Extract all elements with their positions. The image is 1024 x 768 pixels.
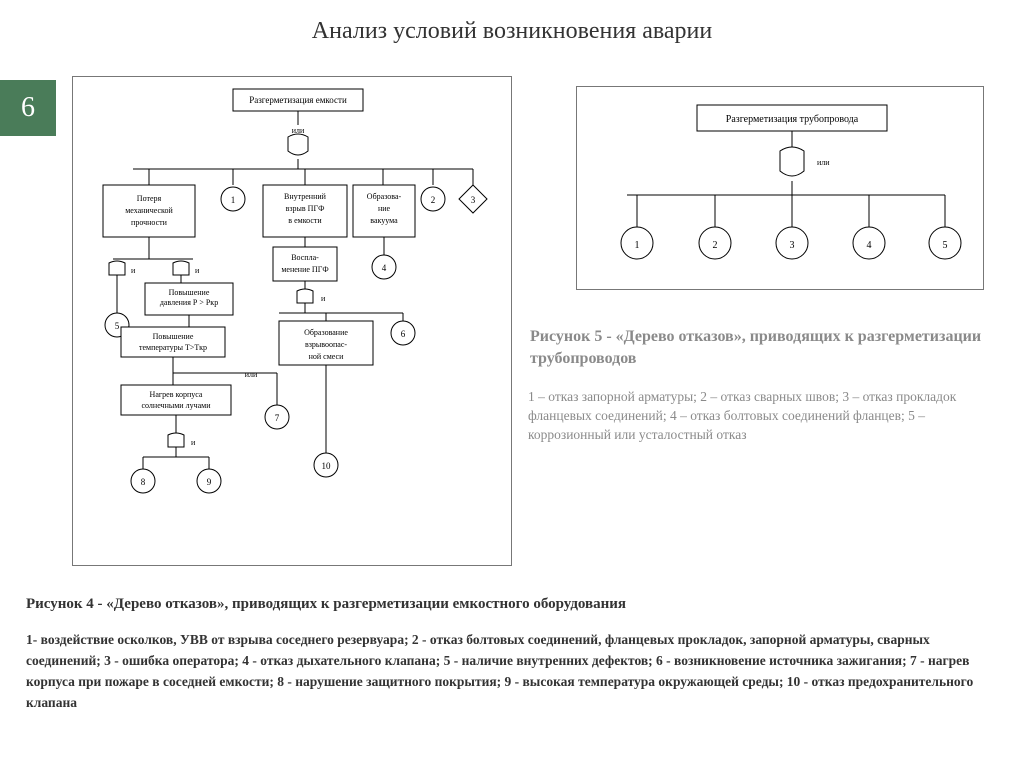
svg-text:менение ПГФ: менение ПГФ xyxy=(281,265,328,274)
svg-text:9: 9 xyxy=(207,477,212,487)
svg-text:вакуума: вакуума xyxy=(370,216,398,225)
svg-text:4: 4 xyxy=(867,240,872,251)
svg-text:Разгерметизация трубопровода: Разгерметизация трубопровода xyxy=(726,114,859,125)
svg-text:прочности: прочности xyxy=(131,218,168,227)
svg-text:ной смеси: ной смеси xyxy=(309,352,344,361)
svg-text:Повышение: Повышение xyxy=(153,332,194,341)
svg-text:Воспла-: Воспла- xyxy=(291,253,319,262)
figure5-panel: Разгерметизация трубопровода или 1 2 3 4… xyxy=(576,86,984,290)
svg-text:1: 1 xyxy=(635,240,640,251)
svg-text:Нагрев корпуса: Нагрев корпуса xyxy=(150,390,203,399)
svg-text:ние: ние xyxy=(378,204,391,213)
figure4-caption: Рисунок 4 - «Дерево отказов», приводящих… xyxy=(26,596,986,613)
svg-text:и: и xyxy=(131,266,136,275)
svg-text:5: 5 xyxy=(115,321,120,331)
svg-text:и: и xyxy=(195,266,200,275)
svg-text:Образование: Образование xyxy=(304,328,348,337)
svg-text:Разгерметизация емкости: Разгерметизация емкости xyxy=(249,95,347,105)
svg-text:6: 6 xyxy=(401,329,406,339)
svg-text:2: 2 xyxy=(431,195,436,205)
figure4-svg: Разгерметизация емкости или Потеря механ… xyxy=(73,77,513,567)
svg-text:3: 3 xyxy=(471,195,476,205)
svg-text:механической: механической xyxy=(125,206,173,215)
figure5-legend: 1 – отказ запорной арматуры; 2 – отказ с… xyxy=(528,388,998,445)
svg-text:взрывоопас-: взрывоопас- xyxy=(305,340,347,349)
svg-text:1: 1 xyxy=(231,195,236,205)
svg-text:7: 7 xyxy=(275,413,280,423)
svg-text:4: 4 xyxy=(382,263,387,273)
svg-text:Образова-: Образова- xyxy=(367,192,402,201)
figure4-legend: 1- воздействие осколков, УВВ от взрыва с… xyxy=(26,630,1002,714)
svg-text:Внутренний: Внутренний xyxy=(284,192,327,201)
svg-text:3: 3 xyxy=(790,240,795,251)
svg-text:или: или xyxy=(245,370,258,379)
svg-text:или: или xyxy=(817,158,830,167)
slide-number-badge: 6 xyxy=(0,80,56,136)
svg-text:Повышение: Повышение xyxy=(169,288,210,297)
svg-text:солнечными лучами: солнечными лучами xyxy=(141,401,211,410)
figure5-svg: Разгерметизация трубопровода или 1 2 3 4… xyxy=(577,87,985,291)
svg-text:в емкости: в емкости xyxy=(288,216,322,225)
svg-text:давления Р > Ркр: давления Р > Ркр xyxy=(160,298,218,307)
svg-text:взрыв ПГФ: взрыв ПГФ xyxy=(286,204,325,213)
svg-text:2: 2 xyxy=(713,240,718,251)
svg-text:и: и xyxy=(321,294,326,303)
figure4-panel: Разгерметизация емкости или Потеря механ… xyxy=(72,76,512,566)
svg-text:и: и xyxy=(191,438,196,447)
svg-text:5: 5 xyxy=(943,240,948,251)
svg-text:8: 8 xyxy=(141,477,146,487)
svg-text:температуры Т>Ткр: температуры Т>Ткр xyxy=(139,343,207,352)
figure5-caption: Рисунок 5 - «Дерево отказов», приводящих… xyxy=(530,326,990,369)
svg-text:10: 10 xyxy=(322,461,332,471)
svg-text:Потеря: Потеря xyxy=(137,194,162,203)
page-title: Анализ условий возникновения аварии xyxy=(0,18,1024,45)
